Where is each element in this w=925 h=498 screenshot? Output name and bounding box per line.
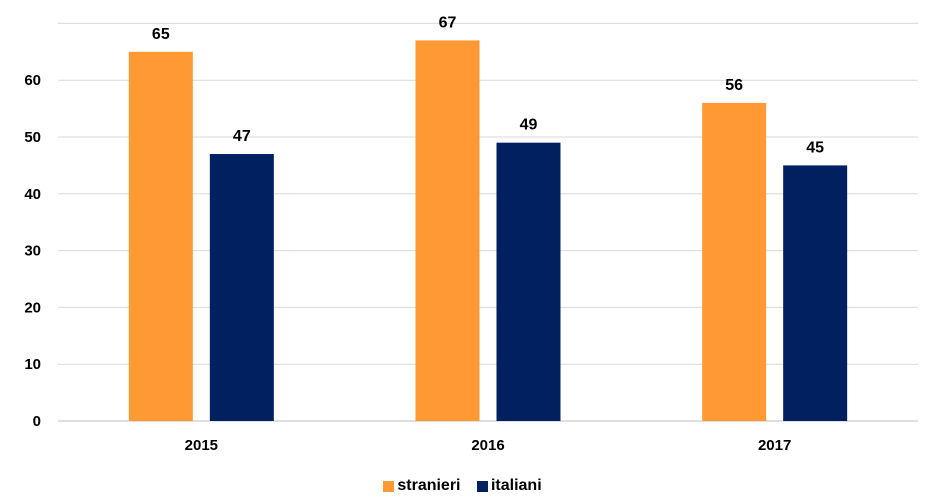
data-labels: 65 47 67 49 56 45 [152,14,824,156]
bar-series [128,40,848,422]
legend-label-stranieri: stranieri [397,477,461,494]
bar-stranieri-2016 [415,40,480,421]
bar-italiani-2016 [496,142,561,421]
data-label-stranieri-2017: 56 [725,77,743,94]
data-label-stranieri-2015: 65 [152,26,170,43]
legend-swatch-stranieri [383,480,395,492]
grid-lines [58,22,918,422]
data-label-italiani-2017: 45 [806,139,824,156]
y-tick-label: 10 [24,356,41,373]
legend-swatch-italiani [476,480,488,492]
y-axis-tick-labels: 0 10 20 30 40 50 60 [24,72,41,430]
y-tick-label: 0 [33,413,41,430]
legend: stranieri italiani [0,477,925,497]
bar-italiani-2015 [209,154,274,422]
y-tick-label: 30 [24,243,41,260]
bar-stranieri-2017 [702,102,767,422]
legend-item-stranieri: stranieri [383,477,461,495]
x-category-label: 2017 [758,437,791,454]
bar-italiani-2017 [783,165,848,421]
legend-item-italiani: italiani [476,477,542,495]
data-label-stranieri-2016: 67 [439,14,457,31]
x-category-label: 2016 [471,437,504,454]
x-category-label: 2015 [185,437,218,454]
y-tick-label: 60 [24,72,41,89]
y-tick-label: 40 [24,186,41,203]
y-tick-label: 50 [24,129,41,146]
y-tick-label: 20 [24,299,41,316]
legend-label-italiani: italiani [490,477,542,494]
data-label-italiani-2016: 49 [520,117,538,134]
bar-stranieri-2015 [128,51,193,422]
data-label-italiani-2015: 47 [233,128,251,145]
x-axis-category-labels: 2015 2016 2017 [185,437,792,454]
